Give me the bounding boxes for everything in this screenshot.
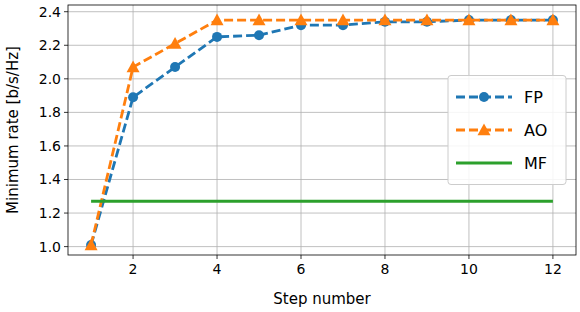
legend-marker: [478, 124, 491, 136]
tick: [64, 145, 68, 146]
grid-line: [68, 45, 576, 46]
tick-label: 12: [544, 261, 562, 277]
legend: FP AO MF: [448, 76, 566, 185]
tick-label: 1.2: [39, 205, 61, 221]
marker: [212, 32, 222, 42]
grid-line: [384, 5, 385, 255]
marker: [253, 14, 266, 26]
plot-area: [85, 14, 560, 251]
marker: [546, 14, 559, 26]
marker: [85, 238, 98, 250]
tick: [301, 255, 302, 259]
grid-line: [217, 5, 218, 255]
marker: [336, 14, 349, 26]
tick-label: 2.0: [39, 71, 61, 87]
tick-label: 6: [297, 261, 306, 277]
tick: [468, 255, 469, 259]
tick-label: 2.4: [39, 4, 61, 20]
grid-line: [68, 213, 576, 214]
tick: [552, 255, 553, 259]
legend-label: MF: [524, 154, 547, 173]
grid-line: [133, 5, 134, 255]
tick: [384, 255, 385, 259]
grid: [68, 5, 576, 255]
legend-marker: [479, 92, 489, 102]
tick: [64, 179, 68, 180]
marker: [127, 61, 140, 73]
chart: 2 4 6 8 10 12 1.0 1.2 1.4 1.6 1.8 2.0 2.2 2.4 Step num…: [0, 0, 580, 312]
legend-box: [448, 76, 566, 185]
series-line: [91, 20, 553, 245]
y-axis-label: Minimum rate [b/s/Hz]: [4, 46, 22, 214]
tick: [64, 78, 68, 79]
tick: [64, 246, 68, 247]
tick: [64, 11, 68, 12]
marker: [462, 14, 475, 26]
marker: [295, 14, 308, 26]
marker: [170, 62, 180, 72]
tick-label: 8: [381, 261, 390, 277]
series-line: [91, 20, 553, 245]
grid-line: [68, 246, 576, 247]
x-axis-label: Step number: [273, 290, 371, 308]
tick-label: 1.0: [39, 239, 61, 255]
tick-label: 1.4: [39, 171, 61, 187]
tick: [64, 112, 68, 113]
marker: [211, 14, 224, 26]
tick: [217, 255, 218, 259]
tick-label: 2: [129, 261, 138, 277]
marker: [128, 92, 138, 102]
tick: [133, 255, 134, 259]
tick-label: 2.2: [39, 37, 61, 53]
grid-line: [68, 11, 576, 12]
series-line: [91, 200, 553, 203]
marker: [504, 14, 517, 26]
tick-label: 4: [213, 261, 222, 277]
frame: [68, 5, 576, 255]
marker: [169, 37, 182, 49]
tick-label: 10: [460, 261, 478, 277]
tick: [64, 45, 68, 46]
tick-label: 1.6: [39, 138, 61, 154]
legend-label: AO: [524, 121, 547, 140]
legend-label: FP: [524, 88, 543, 107]
tick: [64, 213, 68, 214]
tick-label: 1.8: [39, 104, 61, 120]
legend-line: [456, 162, 512, 165]
marker: [254, 30, 264, 40]
marker: [420, 14, 433, 26]
grid-line: [301, 5, 302, 255]
marker: [378, 14, 391, 26]
